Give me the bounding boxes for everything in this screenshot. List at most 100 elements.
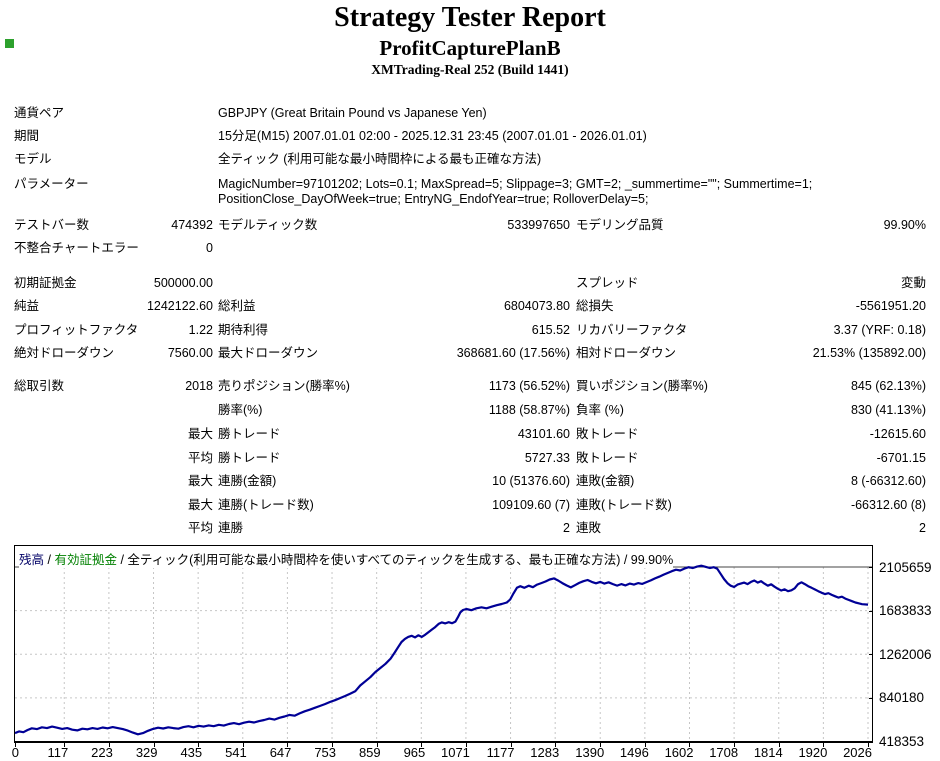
- x-axis-label: 223: [91, 745, 113, 760]
- x-axis-tick: [778, 743, 780, 747]
- y-axis-tick: [869, 654, 873, 656]
- value: GBPJPY (Great Britain Pound vs Japanese …: [218, 106, 487, 120]
- value: 3.37 (YRF: 0.18): [833, 323, 926, 337]
- label: PositionClose_DayOfWeek=true; EntryNG_En…: [218, 192, 649, 206]
- legend-equity: 有効証拠金: [54, 553, 117, 567]
- row-max-consecutive-amount: 最大 連勝(金額) 10 (51376.60) 連敗(金額) 8 (-66312.60): [0, 474, 940, 492]
- row-absolute-drawdown: 絶対ドローダウン 7560.00 最大ドローダウン 368681.60 (17.56%…: [0, 346, 940, 364]
- y-axis-tick: [869, 567, 873, 568]
- value: 368681.60 (17.56%): [456, 346, 570, 360]
- x-axis-tick: [823, 743, 825, 747]
- label: スプレッド: [576, 276, 639, 290]
- x-axis-tick: [644, 743, 646, 747]
- chart-legend: 残高 / 有効証拠金 / 全ティック(利用可能な最小時間枠を使いすべてのティック…: [19, 549, 674, 568]
- x-axis-label: 965: [403, 745, 426, 760]
- row-largest-trade: 最大 勝トレード 43101.60 敗トレード -12615.60: [0, 427, 940, 445]
- label: 連勝: [218, 521, 244, 535]
- label: 勝率(%): [218, 403, 263, 417]
- row-average-trade: 平均 勝トレード 5727.33 敗トレード -6701.15: [0, 451, 940, 469]
- label: 連勝(トレード数): [218, 498, 314, 512]
- label: 総取引数: [14, 379, 65, 393]
- label: プロフィットファクタ: [14, 323, 139, 337]
- x-axis-tick: [689, 743, 691, 747]
- x-axis-tick: [510, 743, 512, 747]
- x-axis-label: 753: [314, 745, 337, 760]
- row-parameters: パラメーター MagicNumber=97101202; Lots=0.1; Ma…: [0, 177, 940, 206]
- x-axis-label: 2026: [843, 745, 872, 760]
- row-initial-deposit: 初期証拠金 500000.00 スプレッド 変動: [0, 276, 940, 294]
- x-axis-label: 1920: [798, 745, 828, 760]
- x-axis-tick: [332, 743, 334, 747]
- value: 43101.60: [517, 427, 570, 441]
- label: パラメーター: [14, 177, 89, 191]
- label: 通貨ペア: [14, 106, 65, 120]
- x-axis-label: 1814: [753, 745, 783, 760]
- value: 845 (62.13%): [850, 379, 926, 393]
- row-bars-tested: テストバー数 474392 モデルティック数 533997650 モデリング品質 99.9…: [0, 218, 940, 236]
- x-axis-label: 1708: [709, 745, 739, 760]
- row-mismatched-chart-errors: 不整合チャートエラー 0: [0, 241, 940, 259]
- legend-model: 全ティック(利用可能な最小時間枠を使いすべてのティックを生成する、最も正確な方法…: [127, 553, 621, 567]
- value: 1.22: [188, 323, 213, 337]
- label: 最大ドローダウン: [218, 346, 319, 360]
- value: MagicNumber=97101202; Lots=0.1; MaxSprea…: [218, 177, 813, 191]
- x-axis-tick: [734, 743, 736, 747]
- value: -66312.60 (8): [850, 498, 926, 512]
- value: 6804073.80: [503, 299, 570, 313]
- value: 全ティック (利用可能な最小時間枠による最も正確な方法): [218, 152, 542, 166]
- value: 21.53% (135892.00): [812, 346, 926, 360]
- label: 不整合チャートエラー: [14, 241, 139, 255]
- x-axis-tick: [868, 743, 869, 747]
- value: 15分足(M15) 2007.01.01 02:00 - 2025.12.31 …: [218, 129, 647, 143]
- label: 純益: [14, 299, 40, 313]
- label: テストバー数: [14, 218, 90, 232]
- value: -12615.60: [869, 427, 926, 441]
- row-profit-factor: プロフィットファクタ 1.22 期待利得 615.52 リカバリーファクタ 3.37 (Y…: [0, 323, 940, 341]
- value: 2: [563, 521, 570, 535]
- x-axis-tick: [153, 743, 155, 747]
- x-axis-label: 1496: [619, 745, 649, 760]
- value: 7560.00: [167, 346, 213, 360]
- y-axis-label: 1683833: [879, 603, 932, 619]
- value: 615.52: [531, 323, 570, 337]
- label: 連敗(金額): [576, 474, 635, 488]
- page-title: Strategy Tester Report: [334, 2, 606, 33]
- value: 2: [919, 521, 926, 535]
- label: 絶対ドローダウン: [14, 346, 115, 360]
- legend-quality: 99.90%: [630, 553, 674, 567]
- equity-curve-svg: [15, 564, 872, 741]
- label: 負率 (%): [576, 403, 624, 417]
- row-avg-consecutive: 平均 連勝 2 連敗 2: [0, 521, 940, 539]
- row-total-trades: 総取引数 2018 売りポジション(勝率%) 1173 (56.52%) 買いポジション…: [0, 379, 940, 397]
- value: 474392: [171, 218, 213, 232]
- label: 敗トレード: [576, 427, 639, 441]
- x-axis-tick: [287, 743, 289, 747]
- value: 2018: [185, 379, 213, 393]
- x-axis-label: 1177: [486, 745, 515, 760]
- x-axis-label: 647: [269, 745, 292, 760]
- legend-balance: 残高: [19, 553, 45, 567]
- y-axis-tick: [869, 697, 873, 699]
- label: 勝トレード: [218, 427, 281, 441]
- value: 8 (-66312.60): [850, 474, 926, 488]
- y-axis-tick: [869, 610, 873, 612]
- value: 平均: [187, 521, 213, 535]
- label: 総利益: [218, 299, 256, 313]
- value: 533997650: [507, 218, 570, 232]
- x-axis-tick: [421, 743, 423, 747]
- x-axis-label: 1283: [530, 745, 560, 760]
- label: 買いポジション(勝率%): [576, 379, 708, 393]
- label: 敗トレード: [576, 451, 639, 465]
- x-axis-label: 329: [135, 745, 158, 760]
- y-axis-tick: [869, 741, 873, 743]
- value: 1242122.60: [146, 299, 213, 313]
- balance-chart: 残高 / 有効証拠金 / 全ティック(利用可能な最小時間枠を使いすべてのティック…: [14, 545, 873, 743]
- balance-curve: [15, 564, 869, 736]
- strategy-name: ProfitCapturePlanB: [379, 36, 561, 60]
- value: 変動: [900, 276, 926, 290]
- value: 1173 (56.52%): [488, 379, 570, 393]
- value: 99.90%: [883, 218, 926, 232]
- value: -5561951.20: [855, 299, 926, 313]
- label: 連敗: [576, 521, 602, 535]
- x-axis-tick: [555, 743, 557, 747]
